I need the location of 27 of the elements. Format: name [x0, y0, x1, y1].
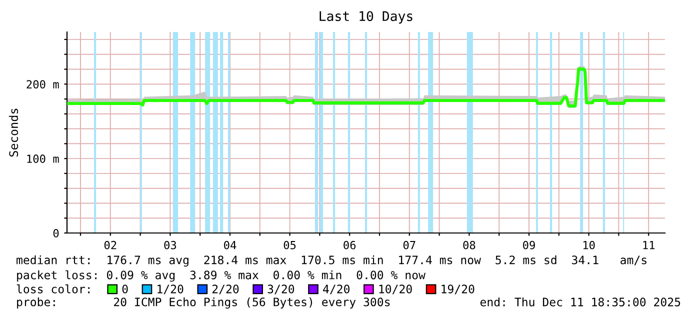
x-tick-label: 10: [583, 240, 595, 250]
text: end: Thu Dec 11 18:35:00 2025: [480, 297, 680, 306]
legend-label: 3/20: [268, 284, 294, 294]
x-tick-label: 08: [463, 240, 476, 250]
text: probe: 20 ICMP Echo Pings (56 Bytes) every 300s: [17, 297, 390, 309]
x-tick-label: 04: [224, 240, 236, 250]
x-tick-label: 07: [403, 240, 416, 250]
y-axis-title: Seconds: [8, 108, 18, 157]
legend-label: 1/20: [158, 284, 184, 294]
legend-label: 2/20: [212, 284, 239, 294]
x-tick-label: 09: [523, 240, 535, 250]
x-tick-label: 05: [284, 240, 296, 250]
legend-label: 4/20: [323, 284, 350, 294]
x-tick-label: 03: [164, 240, 176, 250]
legend-label: 10/20: [379, 284, 412, 294]
x-tick-label: 11: [643, 241, 655, 250]
chart-title: Last 10 Days: [320, 11, 412, 24]
x-tick-label: 02: [104, 240, 116, 250]
legend-title: loss color:: [16, 284, 90, 294]
text: packet loss: 0.09 % avg 3.89 % max 0.00 % min 0.00 % now: [17, 270, 426, 282]
legend-label: 0: [122, 284, 128, 294]
y-tick-label: 0: [53, 229, 59, 238]
y-tick-label: 100 m: [27, 154, 59, 163]
x-tick-label: 06: [344, 240, 356, 250]
legend-label: 19/20: [442, 284, 474, 294]
y-tick-label: 200 m: [26, 80, 59, 89]
text: median rtt: 176.7 ms avg 218.4 ms max 170.5 ms min 177.4 ms now 5.2 ms sd 34.1 am/s: [16, 255, 646, 267]
